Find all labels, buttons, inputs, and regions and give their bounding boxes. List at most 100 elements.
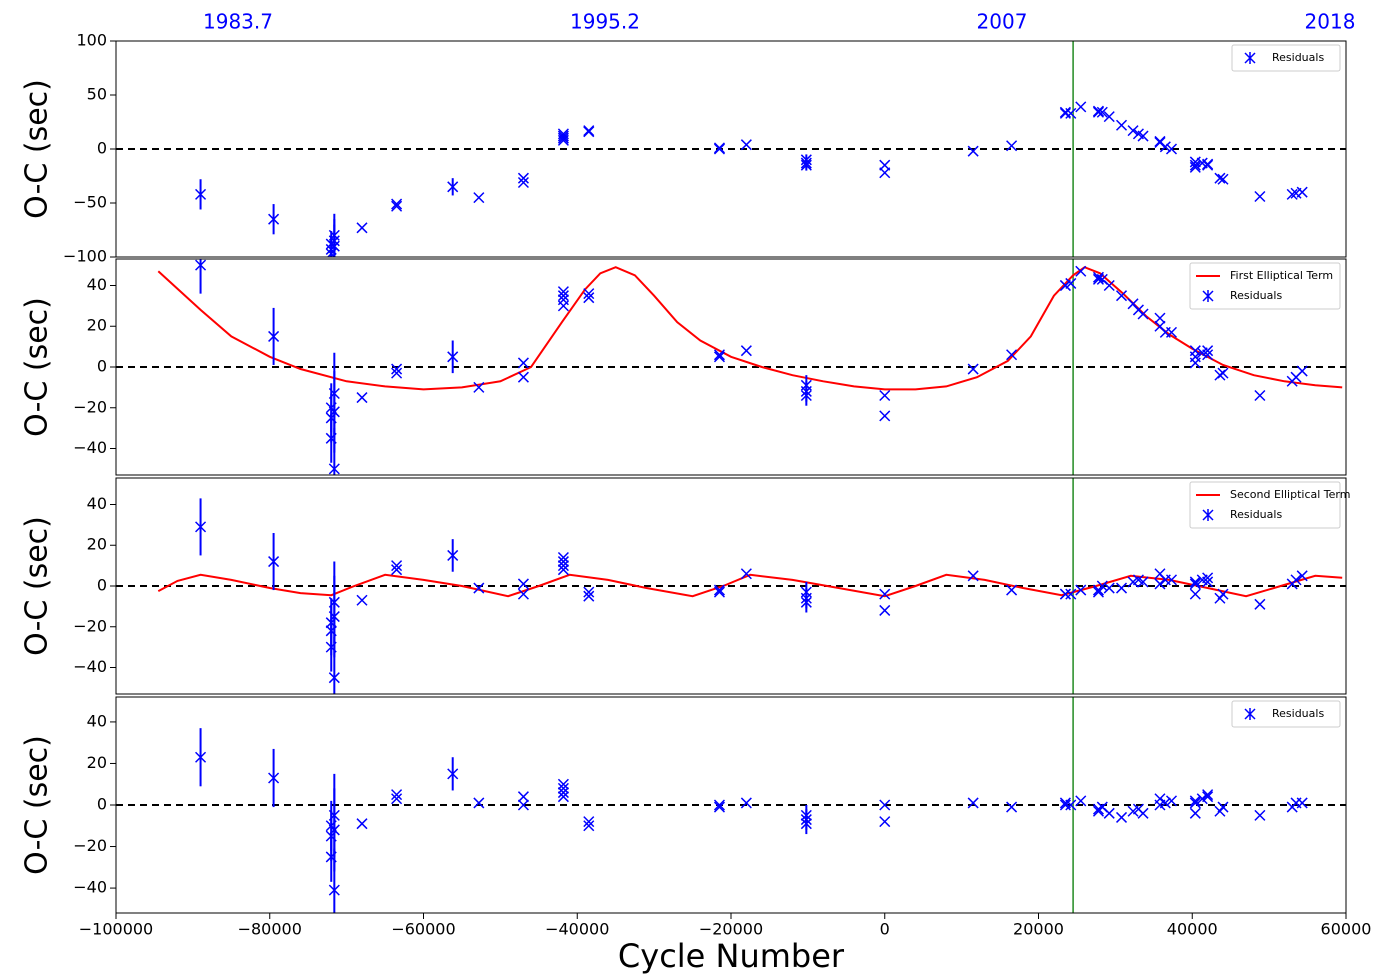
residual-point: [1202, 789, 1214, 801]
residual-point: [1189, 797, 1201, 809]
axes-frame: [115, 40, 1347, 258]
residual-point: [447, 351, 459, 363]
residual-point: [713, 143, 725, 155]
residual-point: [1075, 795, 1087, 807]
residual-point: [328, 611, 340, 623]
y-tick-label: 0: [97, 576, 107, 595]
y-tick-label: 0: [97, 139, 107, 158]
residual-point: [1092, 273, 1104, 285]
y-tick-label: −20: [73, 836, 107, 855]
residual-point: [583, 125, 595, 137]
residual-point: [1202, 158, 1214, 170]
y-tick-label: 20: [87, 535, 107, 554]
residual-point: [1103, 111, 1115, 123]
x-axis-label: Cycle Number: [618, 937, 845, 975]
x-tick-label: 20000: [1013, 920, 1064, 939]
residual-point: [473, 192, 485, 204]
residual-point: [356, 392, 368, 404]
y-tick-label: −40: [73, 438, 107, 457]
residual-point: [713, 349, 725, 361]
residual-point: [1115, 290, 1128, 302]
residual-point: [268, 213, 280, 225]
legend-label: Residuals: [1230, 289, 1282, 302]
residual-point: [1165, 795, 1178, 807]
axes-frame: [115, 696, 1347, 914]
residual-point: [1254, 809, 1266, 821]
residual-point: [1165, 574, 1178, 586]
residual-point: [557, 286, 569, 298]
residual-point: [1286, 188, 1298, 200]
residual-point: [1075, 265, 1087, 277]
residual-point: [391, 200, 403, 212]
y-tick-label: 100: [76, 31, 107, 50]
y-axis-label: O-C (sec): [20, 735, 55, 875]
residual-point: [557, 551, 569, 564]
residual-point: [1165, 143, 1178, 155]
x-tick-label: −40000: [545, 920, 609, 939]
residual-point: [1202, 159, 1214, 171]
residual-point: [328, 672, 340, 684]
residual-point: [1217, 173, 1229, 185]
residual-point: [391, 789, 403, 801]
y-tick-label: 40: [87, 711, 107, 730]
residual-point: [879, 604, 891, 616]
residual-point: [1137, 308, 1149, 320]
residual-point: [447, 768, 459, 780]
y-tick-label: −20: [73, 397, 107, 416]
residual-point: [1254, 389, 1266, 402]
residual-point: [1092, 803, 1104, 815]
residual-point: [740, 345, 752, 357]
residual-point: [1189, 578, 1201, 590]
legend-marker: [1244, 52, 1256, 64]
y-tick-label: 0: [97, 795, 107, 814]
residual-point: [713, 586, 725, 598]
plot-area: [116, 478, 1346, 694]
residual-point: [800, 596, 812, 608]
residual-point: [328, 463, 340, 475]
residual-point: [391, 564, 403, 576]
residual-point: [1065, 799, 1077, 811]
residual-point: [583, 820, 595, 832]
residual-point: [713, 799, 725, 811]
x-tick-label: −100000: [79, 920, 153, 939]
residual-point: [967, 570, 979, 582]
residual-point: [517, 578, 529, 590]
residual-point: [195, 751, 207, 763]
residual-point: [1137, 807, 1149, 819]
residual-point: [1006, 349, 1018, 361]
residual-point: [1202, 572, 1214, 584]
residual-point: [1006, 140, 1018, 152]
legend-label: Residuals: [1230, 508, 1282, 521]
residual-point: [1296, 186, 1308, 198]
y-tick-label: 50: [87, 85, 107, 104]
residual-point: [1115, 811, 1128, 823]
y-tick-label: 40: [87, 494, 107, 513]
residual-point: [557, 791, 569, 803]
residual-point: [391, 363, 403, 375]
residual-point: [391, 560, 403, 572]
residual-point: [1103, 582, 1115, 594]
residual-point: [557, 290, 569, 302]
residual-point: [1202, 349, 1214, 361]
residual-point: [879, 167, 891, 179]
x-tick-label: −80000: [238, 920, 302, 939]
residual-point: [583, 126, 595, 138]
residual-point: [740, 568, 752, 580]
residual-point: [1103, 807, 1115, 819]
residual-point: [1059, 588, 1071, 600]
residual-point: [1214, 172, 1226, 184]
legend-box: [1189, 262, 1341, 310]
residual-point: [1075, 101, 1087, 113]
residual-point: [328, 240, 340, 252]
residual-point: [195, 188, 207, 200]
residual-point: [557, 134, 569, 146]
residual-point: [1254, 598, 1266, 610]
residual-point: [473, 797, 485, 809]
legend-box: [1231, 44, 1341, 72]
x-tick-label: −20000: [699, 920, 763, 939]
residual-point: [517, 176, 529, 189]
residual-point: [195, 521, 207, 533]
residual-point: [517, 799, 529, 811]
top-tick-label: 1983.7: [203, 10, 273, 34]
fit-curve: [157, 266, 1343, 391]
